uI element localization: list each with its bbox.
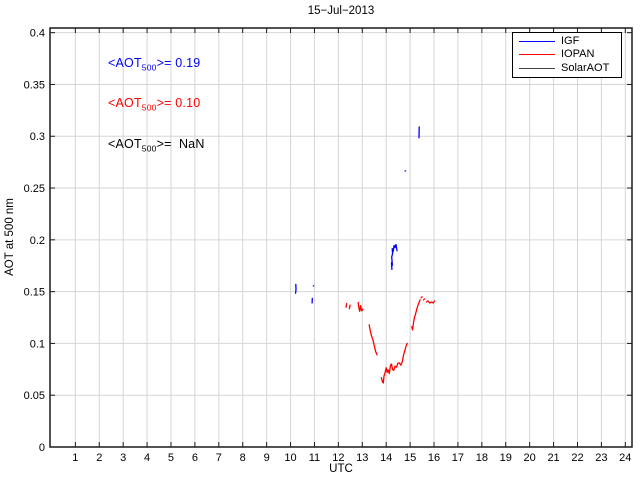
x-tick-label-10: 10 [284, 452, 296, 464]
y-tick-label-0.3: 0.3 [30, 131, 45, 143]
x-tick-label-19: 19 [500, 452, 512, 464]
mean-annotation-iopan: <AOT500>= 0.10 [108, 96, 200, 113]
y-tick-label-0.15: 0.15 [24, 287, 45, 299]
x-tick-label-7: 7 [216, 452, 222, 464]
series-IOPAN-segment-6 [420, 296, 423, 299]
x-tick-label-6: 6 [192, 452, 198, 464]
x-tick-label-11: 11 [309, 452, 320, 464]
series-IOPAN-segment-0 [345, 302, 348, 308]
x-tick-label-16: 16 [428, 452, 440, 464]
annotation-text: <AOT [108, 96, 142, 110]
x-tick-label-21: 21 [547, 452, 559, 464]
legend-label: IOPAN [561, 48, 595, 61]
x-tick-label-9: 9 [264, 452, 270, 464]
y-tick-label-0.35: 0.35 [24, 79, 45, 91]
annotation-subscript: 500 [141, 102, 157, 113]
series-IOPAN-segment-8 [425, 300, 436, 304]
x-tick-label-1: 1 [72, 452, 78, 464]
x-tick-label-8: 8 [240, 452, 246, 464]
x-tick-label-18: 18 [476, 452, 488, 464]
annotation-text: <AOT [108, 56, 142, 70]
x-axis-label: UTC [329, 463, 353, 475]
y-tick-label-0.25: 0.25 [24, 183, 45, 195]
legend-label: IGF [561, 35, 580, 48]
annotation-subscript: 500 [141, 62, 157, 73]
x-tick-label-24: 24 [619, 452, 631, 464]
x-tick-label-5: 5 [168, 452, 174, 464]
mean-annotation-igf: <AOT500>= 0.19 [108, 56, 200, 73]
x-tick-label-3: 3 [120, 452, 126, 464]
y-axis-label: AOT at 500 nm [4, 198, 16, 276]
axes-box [49, 27, 633, 448]
series-IOPAN-segment-1 [348, 304, 351, 310]
x-tick-label-23: 23 [595, 452, 607, 464]
series-IOPAN-segment-7 [422, 298, 426, 301]
x-tick-label-20: 20 [524, 452, 536, 464]
series-IGF-segment-3 [390, 243, 398, 271]
x-tick-label-13: 13 [356, 452, 368, 464]
legend-item-solaraot: SolarAOT [513, 62, 621, 75]
y-tick-label-0: 0 [39, 442, 45, 454]
legend: IGF IOPAN SolarAOT [512, 32, 622, 78]
series-IOPAN-segment-2 [357, 301, 364, 312]
x-tick-label-2: 2 [96, 452, 102, 464]
legend-line-sample-iopan [519, 54, 555, 56]
x-tick-label-14: 14 [380, 452, 392, 464]
mean-annotation-solaraot: <AOT500>= NaN [108, 137, 205, 154]
chart-title: 15−Jul−2013 [307, 5, 375, 17]
y-tick-label-0.05: 0.05 [24, 390, 45, 402]
y-tick-label-0.4: 0.4 [30, 28, 45, 40]
annotation-value: >= NaN [156, 137, 205, 151]
legend-item-igf: IGF [513, 35, 621, 48]
x-tick-label-12: 12 [332, 452, 344, 464]
y-tick-label-0.2: 0.2 [30, 235, 45, 247]
y-tick-label-0.1: 0.1 [30, 338, 45, 350]
x-tick-label-4: 4 [144, 452, 150, 464]
annotation-value: >= 0.19 [156, 56, 201, 70]
series-IOPAN-segment-5 [411, 299, 421, 331]
annotation-subscript: 500 [141, 143, 157, 154]
series-IOPAN-segment-3 [368, 324, 378, 356]
legend-label: SolarAOT [561, 61, 610, 74]
legend-line-sample-igf [519, 41, 555, 43]
legend-line-sample-solaraot [519, 67, 555, 69]
x-tick-label-22: 22 [571, 452, 583, 464]
series-IOPAN-segment-4 [380, 342, 408, 384]
legend-item-iopan: IOPAN [513, 48, 621, 61]
x-tick-label-17: 17 [452, 452, 464, 464]
x-tick-label-15: 15 [404, 452, 416, 464]
annotation-text: <AOT [108, 137, 142, 151]
annotation-value: >= 0.10 [156, 96, 201, 110]
